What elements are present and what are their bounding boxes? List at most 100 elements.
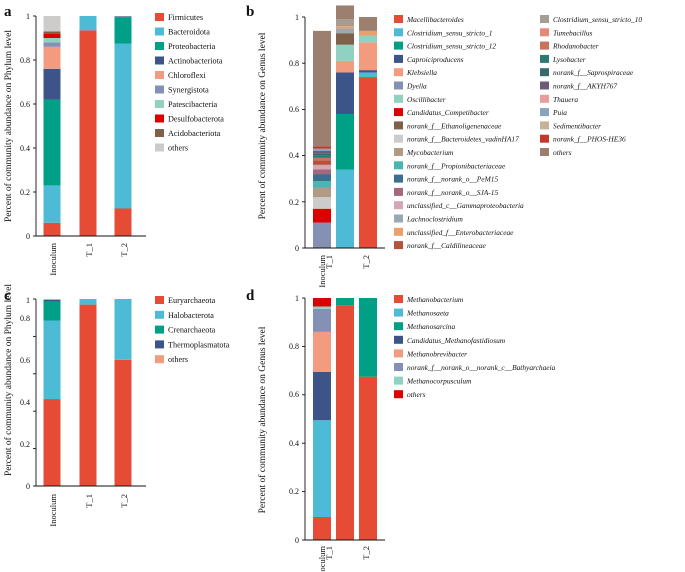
panel-c-legend-label: Halobacterota (168, 311, 214, 320)
panel-d-legend-label: Methanosaeta (406, 309, 449, 318)
panel-a-legend-swatch (155, 143, 164, 152)
panel-a-ytick: 0.8 (20, 56, 30, 65)
panel-b-bar-segment (336, 72, 354, 115)
panel-c-legend: Euryarchaeota Halobacterota Crenarchaeota T… (155, 296, 230, 364)
panel-d-bar-segment (313, 308, 331, 332)
panel-b-legend-swatch (394, 161, 403, 170)
panel-d-legend-swatch (394, 363, 403, 371)
panel-b-legend-swatch (394, 81, 403, 90)
panel-c-ylabel: Percent of community abundance on Phylum… (3, 284, 14, 476)
panel-b-bar-segment (313, 157, 331, 161)
panel-b-ytick: 1 (295, 13, 299, 22)
panel-c-ytick: 0.4 (20, 398, 30, 407)
panel-d-bar-segment (313, 420, 331, 518)
panel-b-ytick: 0.8 (289, 59, 299, 68)
panel-a-bar-segment (43, 99, 61, 186)
panel-c-bar-segment (79, 304, 97, 486)
panel-b-legend-swatch (540, 121, 549, 130)
panel-b-legend-label: Rhodanobacter (552, 42, 599, 51)
panel-c-legend-swatch (155, 340, 164, 349)
panel-c-axes (35, 299, 146, 487)
panel-b-bar-segment (313, 181, 331, 188)
panel-d-bar-segment (313, 331, 331, 372)
panel-a-bar-segment (43, 68, 61, 100)
panel-b-legend-label: norank_f__Saprospiraceae (553, 68, 634, 77)
panel-a-legend-label: others (168, 144, 188, 153)
panel-d-legend-label: Methanosarcina (406, 322, 455, 331)
panel-b-legend-swatch (540, 28, 549, 37)
panel-c-ytick: 0 (26, 482, 30, 491)
panel-b-legend-label: Puia (552, 108, 567, 117)
panel-a-legend-swatch (155, 42, 164, 50)
panel-c-bar-segment (114, 299, 132, 360)
panel-a-legend-swatch (155, 13, 164, 21)
panel-b-legend-label: Caproiciproducens (407, 55, 464, 64)
panel-a-bar-segment (43, 185, 61, 223)
panel-d-legend-swatch (394, 295, 403, 303)
panel-b-legend-label: Candidatus_Competibacter (407, 108, 489, 117)
panel-c-xtick: Inoculum (48, 494, 58, 527)
panel-b-bar-segment (336, 26, 354, 29)
panel-b-legend-label: Tumebacillus (553, 28, 593, 37)
panel-a-legend-label: Desulfobacterota (168, 115, 224, 124)
panel-b-ytick: 0 (295, 244, 299, 253)
panel-b-legend-swatch (394, 68, 403, 77)
panel-b-bars (302, 5, 377, 249)
panel-d-letter: d (246, 288, 255, 304)
panel-d-ytick: 0.2 (289, 487, 299, 496)
panel-b-legend: Macellibacteroides Clostridium_sensu_stri… (394, 15, 642, 250)
panel-a-legend-label: Synergistota (168, 86, 209, 95)
panel-c-ytick: 0.2 (20, 440, 30, 449)
panel-c-ytick: 1 (26, 296, 30, 305)
panel-b-legend-label: Clostridium_sensu_stricto_1 (407, 28, 492, 37)
panel-a-chart: a Percent of community abundance on Phyl… (3, 4, 224, 276)
panel-c-bar-segment (79, 299, 97, 305)
panel-a-legend-label: Firmicutes (168, 13, 203, 22)
panel-b-legend-swatch (540, 81, 549, 90)
panel-b-bar-segment (359, 70, 377, 73)
panel-b-bar-segment (313, 155, 331, 158)
panel-a-legend-swatch (155, 71, 164, 79)
panel-c-ytick: 0.6 (20, 356, 30, 365)
panel-d-xtick: T_2 (361, 546, 371, 560)
panel-b-bar-segment (336, 44, 354, 61)
panel-a-legend-swatch (155, 129, 164, 137)
panel-b-legend-label: norank_f__Bacteroidetes_vadinHA17 (407, 135, 519, 144)
panel-b-legend-swatch (394, 227, 403, 236)
panel-b-bar-segment (336, 33, 354, 45)
panel-b-legend-label: Klebsiella (406, 68, 437, 77)
panel-a-letter: a (4, 4, 12, 20)
panel-c-legend-label: Thermoplasmatota (168, 340, 230, 349)
panel-c-legend-swatch (155, 355, 164, 364)
panel-b-axes (304, 17, 385, 249)
panel-b-bar-segment (313, 150, 331, 154)
panel-b-bar-segment (336, 28, 354, 34)
panel-a-bar-segment (43, 222, 61, 236)
panel-b-legend-swatch (394, 54, 403, 63)
panel-b-legend-label: Macellibacteroides (406, 15, 464, 24)
panel-a-legend-swatch (155, 100, 164, 108)
panel-b-bar-segment (336, 114, 354, 170)
panel-d-bar-segment (313, 517, 331, 540)
panel-d-bar-segment (359, 376, 377, 540)
panel-d-legend: Methanobacterium Methanosaeta Methanosarci… (394, 295, 556, 399)
panel-b-legend-swatch (540, 148, 549, 156)
panel-a-xtick: Inoculum (48, 243, 58, 276)
panel-b-chart: b Percent of community abundance on Genu… (246, 4, 642, 288)
panel-b-legend-swatch (394, 187, 403, 196)
panel-b-bar-segment (313, 187, 331, 198)
panel-b-legend-swatch (394, 148, 403, 156)
panel-d-legend-label: Methanobacterium (406, 295, 464, 304)
panel-c-bar-segment (43, 320, 61, 400)
panel-a-ytick: 0.6 (20, 100, 30, 109)
panel-b-bar-segment (336, 60, 354, 73)
panel-b-legend-label: norank_f__Ethanoligenenaceae (407, 121, 502, 130)
panel-b-bar-segment (336, 19, 354, 27)
panel-a-bar-segment (43, 16, 61, 32)
panel-b-legend-swatch (394, 121, 403, 130)
panel-b-legend-label: norank_f__Caldilineaceae (407, 241, 487, 250)
panel-a-legend-swatch (155, 114, 164, 123)
panel-d-ytick: 1 (295, 294, 299, 303)
panel-b-bar-segment (359, 72, 377, 78)
panel-a-legend-swatch (155, 56, 164, 65)
